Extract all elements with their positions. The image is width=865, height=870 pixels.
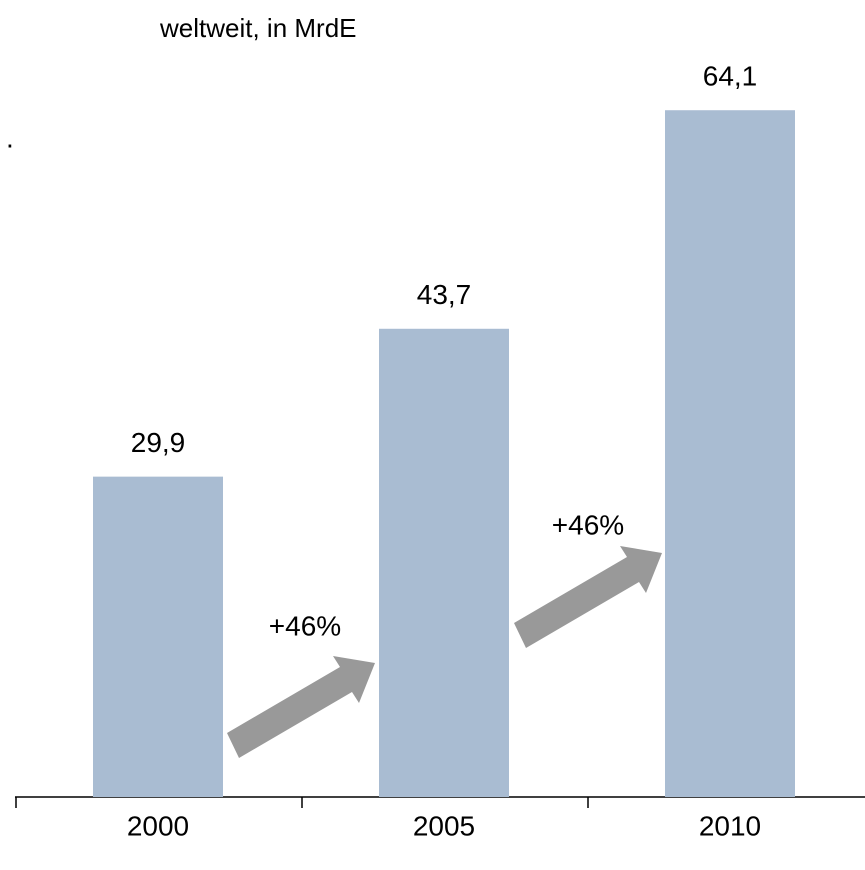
value-label: 43,7 (417, 279, 472, 310)
x-tick-label: 2000 (127, 810, 189, 841)
annotation: +46% (552, 509, 624, 540)
bar (93, 476, 223, 797)
x-tick-label: 2010 (699, 810, 761, 841)
bar (379, 328, 509, 797)
annotation: +46% (269, 610, 341, 641)
chart-subtitle: weltweit, in MrdE (159, 13, 357, 43)
value-label: 29,9 (131, 427, 186, 458)
x-tick-label: 2005 (413, 810, 475, 841)
arrow (514, 546, 662, 648)
mark: . (6, 122, 14, 153)
arrow (227, 656, 375, 758)
value-label: 64,1 (703, 61, 758, 92)
bar (665, 110, 795, 797)
